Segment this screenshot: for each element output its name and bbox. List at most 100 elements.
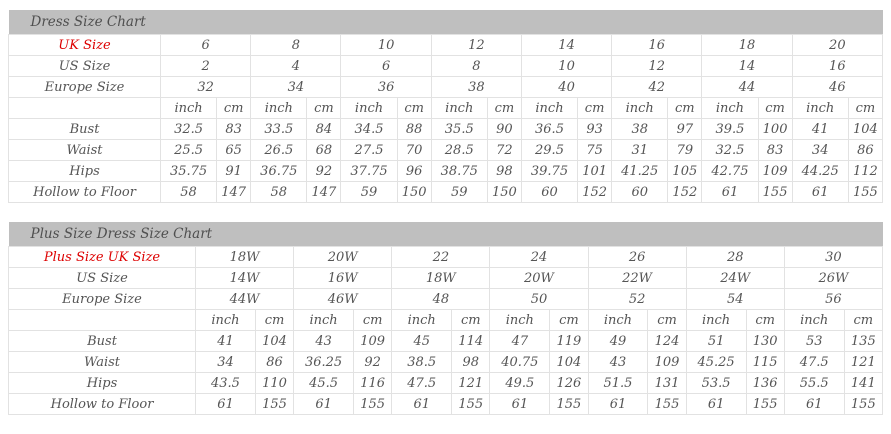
row-label: US Size <box>7 267 197 289</box>
cm-value-cell: 90 <box>486 118 522 140</box>
row-label: Waist <box>7 139 162 161</box>
inch-value-cell: 45.25 <box>685 351 747 373</box>
unit-cm-header: cm <box>216 97 252 119</box>
unit-cm-header: cm <box>353 309 393 331</box>
size-value-cell: 22 <box>391 246 491 268</box>
inch-value-cell: 40.75 <box>489 351 551 373</box>
row-label: Plus Size UK Size <box>7 246 197 268</box>
table-title: Dress Size Chart <box>8 10 883 35</box>
size-value-cell: 8 <box>250 34 342 56</box>
unit-inch-header: inch <box>391 309 453 331</box>
unit-inch-header: inch <box>250 97 308 119</box>
cm-value-cell: 68 <box>306 139 342 161</box>
cm-value-cell: 141 <box>843 372 884 394</box>
unit-inch-header: inch <box>783 309 845 331</box>
cm-value-cell: 109 <box>647 351 687 373</box>
inch-value-cell: 38.5 <box>391 351 453 373</box>
inch-value-cell: 42.75 <box>701 160 759 182</box>
measurement-row: Hollow to Floor 61 155 61 155 61 155 61 155 61 155… <box>7 393 884 415</box>
row-label: Bust <box>7 118 162 140</box>
cm-value-cell: 155 <box>451 393 491 415</box>
cm-value-cell: 86 <box>254 351 295 373</box>
cm-value-cell: 136 <box>745 372 785 394</box>
unit-inch-header: inch <box>195 309 256 331</box>
unit-inch-header: inch <box>611 97 669 119</box>
size-value-cell: 28 <box>685 246 785 268</box>
size-value-cell: 10 <box>340 34 432 56</box>
cm-value-cell: 104 <box>847 118 884 140</box>
inch-value-cell: 27.5 <box>340 139 398 161</box>
size-row: Europe Size 32 34 36 38 40 42 44 46 <box>7 76 884 98</box>
size-value-cell: 38 <box>430 76 522 98</box>
unit-cm-header: cm <box>647 309 687 331</box>
unit-cm-header: cm <box>306 97 342 119</box>
size-value-cell: 36 <box>340 76 432 98</box>
cm-value-cell: 155 <box>353 393 393 415</box>
inch-value-cell: 28.5 <box>430 139 488 161</box>
cm-value-cell: 75 <box>577 139 613 161</box>
inch-value-cell: 45 <box>391 330 453 352</box>
inch-value-cell: 61 <box>489 393 551 415</box>
cm-value-cell: 86 <box>847 139 884 161</box>
inch-value-cell: 51 <box>685 330 747 352</box>
size-value-cell: 18 <box>701 34 793 56</box>
table-title: Plus Size Dress Size Chart <box>8 222 883 247</box>
unit-inch-header: inch <box>340 97 398 119</box>
inch-value-cell: 61 <box>391 393 453 415</box>
cm-value-cell: 155 <box>843 393 884 415</box>
size-value-cell: 18W <box>391 267 491 289</box>
unit-inch-header: inch <box>791 97 849 119</box>
unit-inch-header: inch <box>587 309 649 331</box>
plus-size-dress-size-chart-table: Plus Size Dress Size Chart Plus Size UK S… <box>7 222 884 415</box>
size-value-cell: 46W <box>293 288 393 310</box>
unit-header-row: inch cm inch cm inch cm inch cm inch cm inch cm inch… <box>7 97 884 119</box>
unit-cm-header: cm <box>486 97 522 119</box>
cm-value-cell: 72 <box>486 139 522 161</box>
cm-value-cell: 155 <box>745 393 785 415</box>
cm-value-cell: 152 <box>667 181 703 203</box>
size-value-cell: 14 <box>520 34 613 56</box>
inch-value-cell: 49 <box>587 330 649 352</box>
cm-value-cell: 100 <box>757 118 793 140</box>
cm-value-cell: 83 <box>216 118 252 140</box>
size-value-cell: 24 <box>489 246 589 268</box>
cm-value-cell: 101 <box>577 160 613 182</box>
inch-value-cell: 47 <box>489 330 551 352</box>
cm-value-cell: 135 <box>843 330 884 352</box>
inch-value-cell: 29.5 <box>520 139 579 161</box>
unit-cm-header: cm <box>847 97 884 119</box>
cm-value-cell: 65 <box>216 139 252 161</box>
size-value-cell: 56 <box>783 288 884 310</box>
cm-value-cell: 84 <box>306 118 342 140</box>
size-value-cell: 48 <box>391 288 491 310</box>
measurement-row: Hollow to Floor 58 147 58 147 59 150 59 150 60 152… <box>7 181 884 203</box>
inch-value-cell: 59 <box>430 181 488 203</box>
cm-value-cell: 155 <box>254 393 295 415</box>
measurement-row: Waist 34 86 36.25 92 38.5 98 40.75 104 43 109 45.25… <box>7 351 884 373</box>
unit-inch-header: inch <box>160 97 218 119</box>
size-value-cell: 4 <box>250 55 342 77</box>
inch-value-cell: 37.75 <box>340 160 398 182</box>
cm-value-cell: 119 <box>549 330 589 352</box>
inch-value-cell: 39.5 <box>701 118 759 140</box>
inch-value-cell: 47.5 <box>391 372 453 394</box>
unit-cm-header: cm <box>396 97 432 119</box>
inch-value-cell: 32.5 <box>160 118 218 140</box>
inch-value-cell: 32.5 <box>701 139 759 161</box>
inch-value-cell: 36.75 <box>250 160 308 182</box>
size-value-cell: 32 <box>160 76 252 98</box>
inch-value-cell: 38.75 <box>430 160 488 182</box>
size-value-cell: 12 <box>611 55 703 77</box>
inch-value-cell: 35.75 <box>160 160 218 182</box>
size-value-cell: 6 <box>340 55 432 77</box>
inch-value-cell: 44.25 <box>791 160 849 182</box>
inch-value-cell: 25.5 <box>160 139 218 161</box>
unit-inch-header: inch <box>489 309 551 331</box>
inch-value-cell: 61 <box>195 393 256 415</box>
size-value-cell: 26W <box>783 267 884 289</box>
size-value-cell: 20W <box>293 246 393 268</box>
cm-value-cell: 131 <box>647 372 687 394</box>
inch-value-cell: 43.5 <box>195 372 256 394</box>
size-value-cell: 44W <box>195 288 295 310</box>
unit-inch-header: inch <box>430 97 488 119</box>
